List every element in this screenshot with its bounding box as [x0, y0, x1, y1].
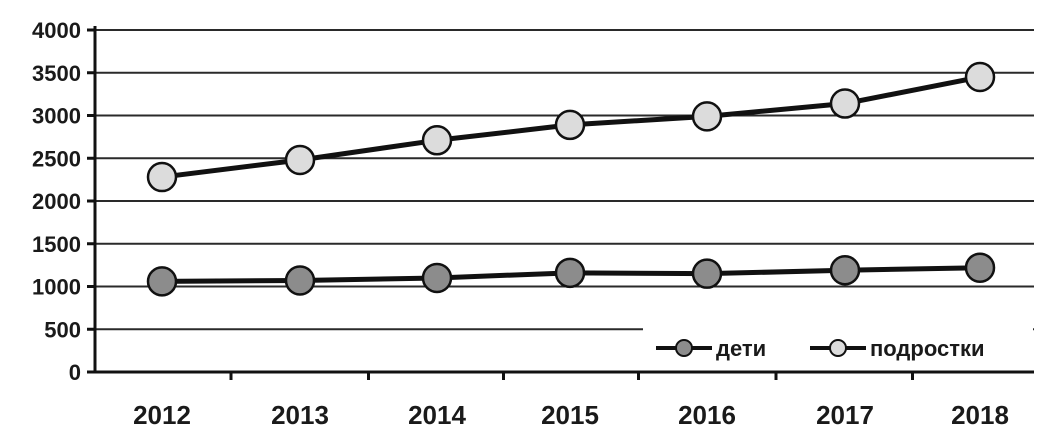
series-2-point-2014: [421, 125, 453, 156]
legend-item-series-1: дети: [656, 336, 766, 361]
x-tick-label-1: 2013: [271, 400, 329, 430]
series-1-point-2014: [421, 262, 453, 294]
y-tick-label-2: 1000: [32, 275, 81, 300]
axes: [87, 26, 1034, 380]
legend-label-series-1: дети: [716, 336, 766, 361]
series-2-point-2013: [284, 144, 316, 176]
y-tick-label-5: 2500: [32, 146, 81, 171]
legend-item-series-2: подростки: [810, 336, 985, 361]
y-tick-label-1: 500: [44, 317, 81, 342]
y-tick-label-3: 1500: [32, 232, 81, 257]
series-lines: [146, 61, 996, 297]
series-2-point-2012: [146, 161, 178, 193]
x-tick-label-5: 2017: [816, 400, 874, 430]
series-1-point-2017: [829, 255, 861, 286]
x-tick-label-2: 2014: [408, 400, 466, 430]
series-2-point-2015: [554, 109, 586, 141]
x-tick-label-3: 2015: [541, 400, 599, 430]
legend-label-series-2: подростки: [870, 336, 985, 361]
x-tick-labels: 2012 2013 2014 2015 2016 2017 2018: [133, 400, 1009, 430]
series-2-point-2016: [691, 101, 723, 132]
series-1-point-2012: [146, 266, 178, 297]
series-1-point-2013: [284, 265, 316, 296]
series-1-point-2016: [691, 258, 723, 289]
series-1-point-2015: [554, 257, 586, 289]
series-1-point-2018: [964, 252, 996, 283]
y-tick-label-4: 2000: [32, 189, 81, 214]
y-tick-label-8: 4000: [32, 18, 81, 43]
series-2-point-2017: [829, 88, 861, 119]
y-tick-label-6: 3000: [32, 104, 81, 129]
x-tick-label-6: 2018: [951, 400, 1009, 430]
y-tick-label-0: 0: [69, 360, 81, 385]
x-tick-label-4: 2016: [678, 400, 736, 430]
legend: дети подростки: [643, 326, 1033, 370]
series-2-point-2018: [964, 61, 996, 93]
y-tick-labels: 0 500 1000 1500 2000 2500 3000 3500 4000: [32, 18, 81, 385]
legend-marker-series-2: [829, 339, 847, 357]
y-tick-label-7: 3500: [32, 61, 81, 86]
x-tick-label-0: 2012: [133, 400, 191, 430]
legend-marker-series-1: [675, 339, 693, 357]
